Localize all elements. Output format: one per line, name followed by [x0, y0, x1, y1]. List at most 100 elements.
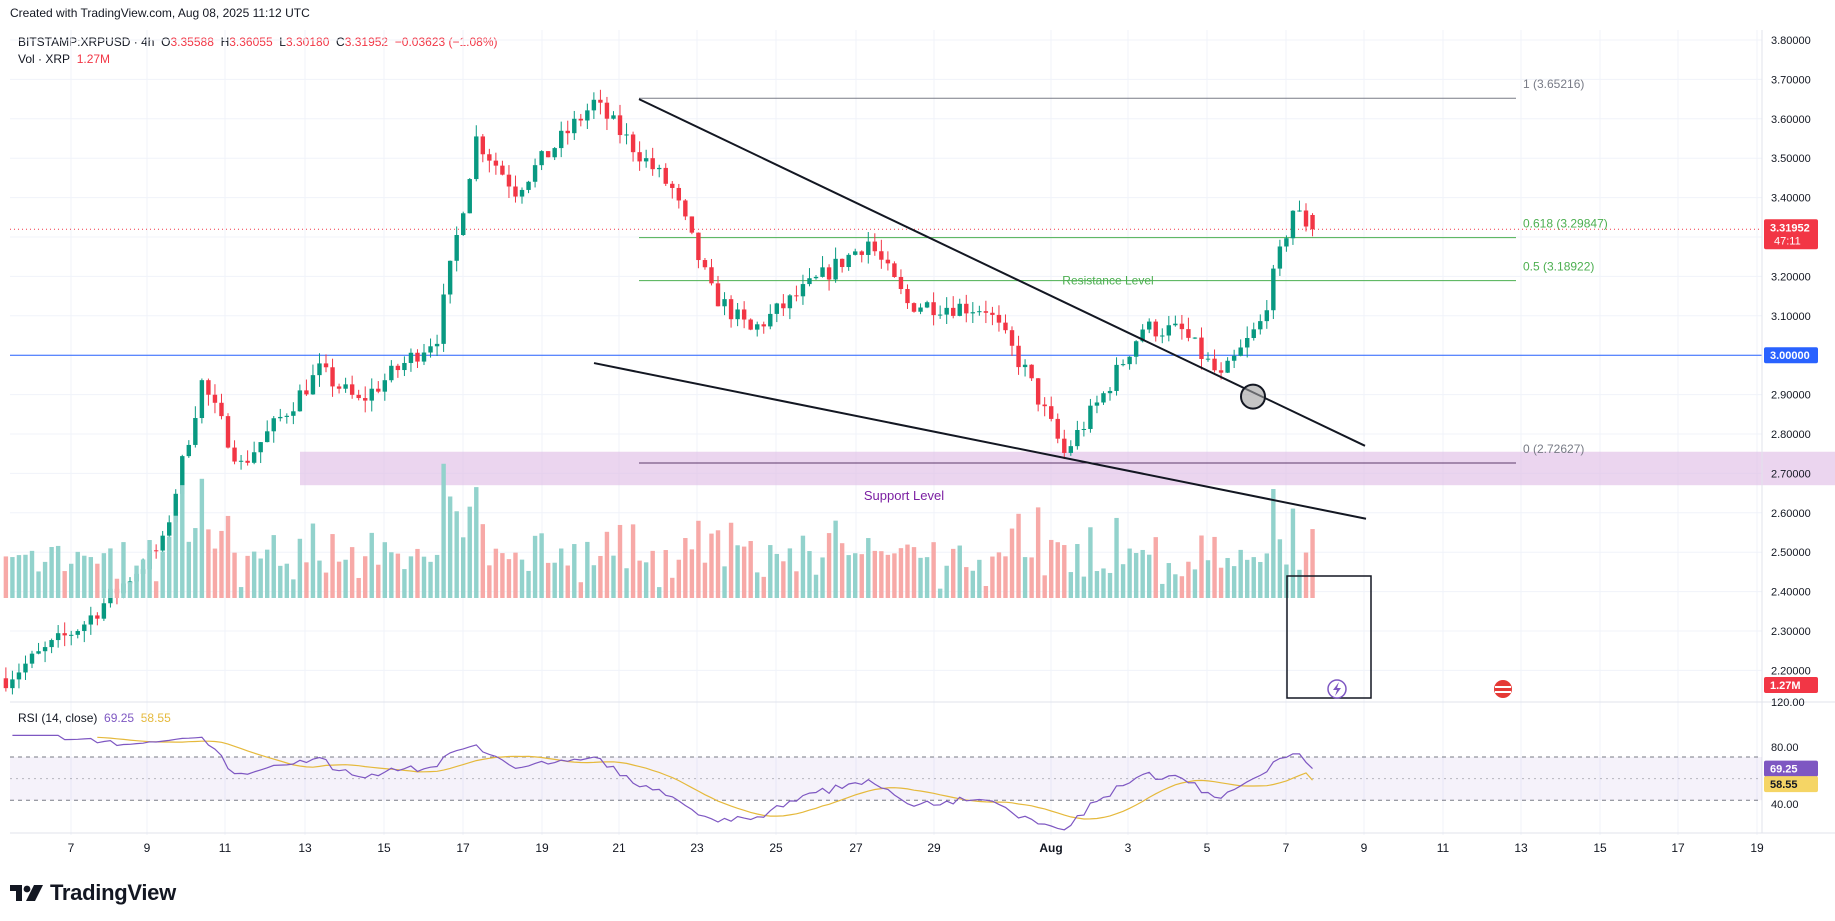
candle-body[interactable]: [585, 110, 590, 121]
candle-body[interactable]: [905, 289, 910, 304]
candle-body[interactable]: [167, 522, 172, 536]
volume-bar[interactable]: [1205, 560, 1211, 598]
candle-body[interactable]: [500, 165, 505, 175]
candle-body[interactable]: [474, 136, 479, 180]
volume-bar[interactable]: [761, 576, 766, 598]
candle-body[interactable]: [964, 303, 969, 314]
volume-bar[interactable]: [911, 547, 917, 598]
volume-bar[interactable]: [153, 581, 159, 598]
candle-body[interactable]: [1075, 429, 1080, 447]
volume-bar[interactable]: [291, 579, 296, 598]
volume-bar[interactable]: [937, 588, 943, 598]
volume-bar[interactable]: [134, 565, 139, 598]
volume-bar[interactable]: [408, 556, 414, 598]
volume-bar[interactable]: [715, 530, 721, 598]
candle-body[interactable]: [702, 260, 708, 268]
candle-body[interactable]: [1042, 404, 1047, 407]
candle-body[interactable]: [55, 633, 61, 641]
candle-body[interactable]: [232, 447, 237, 462]
candle-body[interactable]: [937, 314, 943, 316]
candle-body[interactable]: [186, 444, 192, 457]
volume-bar[interactable]: [212, 548, 218, 598]
volume-bar[interactable]: [500, 553, 505, 598]
volume-bar[interactable]: [539, 533, 544, 598]
volume-bar[interactable]: [545, 562, 551, 598]
candle-body[interactable]: [611, 115, 616, 119]
volume-bar[interactable]: [1062, 545, 1067, 598]
volume-bar[interactable]: [833, 520, 838, 598]
volume-bar[interactable]: [454, 511, 459, 598]
candle-body[interactable]: [924, 302, 930, 308]
volume-bar[interactable]: [1055, 542, 1060, 598]
volume-bar[interactable]: [1192, 569, 1198, 598]
candle-body[interactable]: [683, 200, 688, 217]
volume-bar[interactable]: [69, 563, 74, 598]
volume-bar[interactable]: [1231, 566, 1237, 598]
volume-bar[interactable]: [447, 496, 453, 598]
candle-body[interactable]: [1310, 214, 1315, 230]
volume-bar[interactable]: [755, 572, 760, 598]
volume-bar[interactable]: [1277, 539, 1283, 598]
candle-body[interactable]: [1035, 378, 1041, 405]
volume-bar[interactable]: [467, 506, 472, 598]
candle-body[interactable]: [467, 179, 472, 214]
candle-body[interactable]: [376, 388, 381, 392]
candle-body[interactable]: [1147, 321, 1152, 330]
volume-bar[interactable]: [278, 565, 283, 598]
volume-bar[interactable]: [800, 535, 806, 598]
candle-body[interactable]: [1179, 323, 1185, 330]
candle-body[interactable]: [1297, 210, 1302, 212]
volume-bar[interactable]: [127, 582, 133, 598]
volume-bar[interactable]: [225, 515, 231, 598]
volume-bar[interactable]: [3, 556, 9, 598]
candle-body[interactable]: [1251, 329, 1256, 339]
candle-body[interactable]: [761, 324, 766, 327]
candle-body[interactable]: [866, 241, 871, 255]
volume-bar[interactable]: [297, 538, 303, 598]
candle-body[interactable]: [1258, 321, 1263, 330]
volume-bar[interactable]: [892, 553, 897, 598]
candle-body[interactable]: [304, 390, 309, 395]
candle-body[interactable]: [1212, 358, 1217, 371]
candle-body[interactable]: [1173, 323, 1178, 326]
volume-bar[interactable]: [1166, 563, 1172, 598]
volume-bar[interactable]: [349, 547, 355, 598]
candle-body[interactable]: [1205, 358, 1211, 360]
volume-bar[interactable]: [990, 556, 995, 598]
candle-body[interactable]: [349, 384, 355, 395]
volume-bar[interactable]: [219, 530, 224, 598]
candle-body[interactable]: [1068, 446, 1074, 453]
volume-bar[interactable]: [663, 550, 668, 598]
candle-body[interactable]: [983, 311, 989, 313]
volume-bar[interactable]: [1310, 529, 1315, 598]
candle-body[interactable]: [428, 346, 433, 353]
candle-body[interactable]: [735, 309, 740, 320]
candle-body[interactable]: [898, 277, 904, 290]
candle-body[interactable]: [1120, 364, 1126, 366]
candle-body[interactable]: [180, 456, 185, 494]
candle-body[interactable]: [519, 189, 525, 197]
volume-bar[interactable]: [957, 545, 962, 598]
candle-body[interactable]: [408, 352, 414, 363]
volume-bar[interactable]: [42, 561, 48, 598]
volume-bar[interactable]: [996, 552, 1002, 598]
volume-bar[interactable]: [591, 565, 597, 598]
volume-bar[interactable]: [1140, 549, 1145, 598]
candle-body[interactable]: [696, 232, 701, 261]
volume-bar[interactable]: [813, 574, 819, 598]
candle-body[interactable]: [317, 363, 322, 376]
candle-body[interactable]: [918, 307, 923, 312]
candle-body[interactable]: [395, 365, 401, 371]
candle-body[interactable]: [493, 160, 499, 166]
candle-body[interactable]: [879, 251, 884, 260]
volume-bar[interactable]: [1290, 508, 1296, 598]
candle-body[interactable]: [872, 241, 878, 252]
candle-body[interactable]: [238, 460, 244, 462]
volume-bar[interactable]: [140, 559, 146, 598]
volume-bar[interactable]: [1101, 568, 1106, 598]
candle-body[interactable]: [291, 411, 296, 416]
volume-bar[interactable]: [232, 552, 237, 598]
candle-body[interactable]: [441, 294, 446, 344]
candle-body[interactable]: [748, 319, 753, 330]
candle-body[interactable]: [1101, 393, 1106, 403]
